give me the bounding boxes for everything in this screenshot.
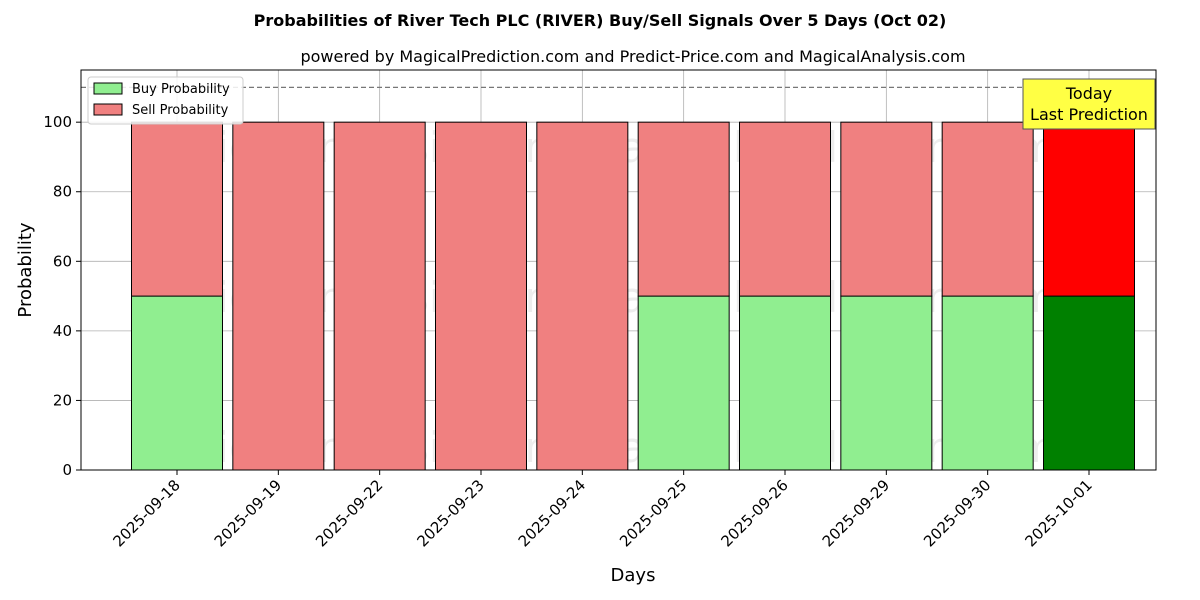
y-tick-label: 80 — [53, 183, 72, 201]
sell-bar — [232, 121, 325, 471]
legend-box — [87, 76, 244, 125]
legend: Buy Probability Sell Probability — [87, 76, 244, 125]
today-annotation: Today Last Prediction — [1022, 78, 1156, 130]
x-tick-label: 2025-09-23 — [413, 476, 487, 550]
sell-bar — [941, 121, 1034, 297]
y-tick-label: 20 — [53, 391, 72, 409]
chart-subtitle: powered by MagicalPrediction.com and Pre… — [300, 47, 965, 66]
legend-label-buy: Buy Probability — [132, 82, 230, 97]
annotation-box — [1022, 78, 1156, 130]
y-axis-label: Probability — [15, 222, 36, 317]
y-tick-label: 0 — [62, 461, 72, 479]
sell-bar — [536, 121, 629, 471]
x-tick-label: 2025-09-30 — [920, 476, 994, 550]
y-tick-label: 40 — [53, 322, 72, 340]
x-tick-label: 2025-09-25 — [616, 476, 690, 550]
legend-swatch-sell — [93, 103, 123, 116]
x-tick-label: 2025-10-01 — [1021, 476, 1095, 550]
buy-bar — [1043, 295, 1135, 471]
legend-label-sell: Sell Probability — [132, 103, 229, 118]
x-axis-label: Days — [611, 565, 656, 586]
x-tick-label: 2025-09-24 — [515, 476, 589, 550]
chart-title: Probabilities of River Tech PLC (RIVER) … — [254, 11, 947, 30]
x-tick-label: 2025-09-22 — [312, 476, 386, 550]
sell-bar — [739, 121, 831, 297]
sell-bar — [333, 121, 426, 471]
sell-bar — [435, 121, 527, 471]
sell-bar — [1043, 121, 1135, 297]
annotation-last-prediction: Last Prediction — [1030, 105, 1148, 124]
x-tick-label: 2025-09-18 — [109, 476, 183, 550]
legend-swatch-buy — [93, 82, 123, 95]
y-tick-label: 100 — [43, 113, 72, 131]
x-axis: 2025-09-18 2025-09-19 2025-09-22 2025-09-23… — [109, 470, 1096, 550]
buy-bar — [637, 295, 730, 471]
y-tick-label: 60 — [53, 252, 72, 270]
sell-bar — [131, 121, 223, 297]
sell-bar — [637, 121, 730, 297]
x-tick-label: 2025-09-19 — [211, 476, 285, 550]
annotation-today: Today — [1065, 84, 1112, 103]
buy-bar — [131, 295, 223, 471]
buy-bar — [739, 295, 831, 471]
buy-bar — [840, 295, 933, 471]
x-tick-label: 2025-09-29 — [819, 476, 893, 550]
sell-bar — [840, 121, 933, 297]
y-axis: 0 20 40 60 80 100 — [43, 113, 81, 479]
buy-bar — [941, 295, 1034, 471]
bars — [131, 121, 1135, 471]
x-tick-label: 2025-09-26 — [717, 476, 791, 550]
plot-frame — [80, 69, 1157, 471]
